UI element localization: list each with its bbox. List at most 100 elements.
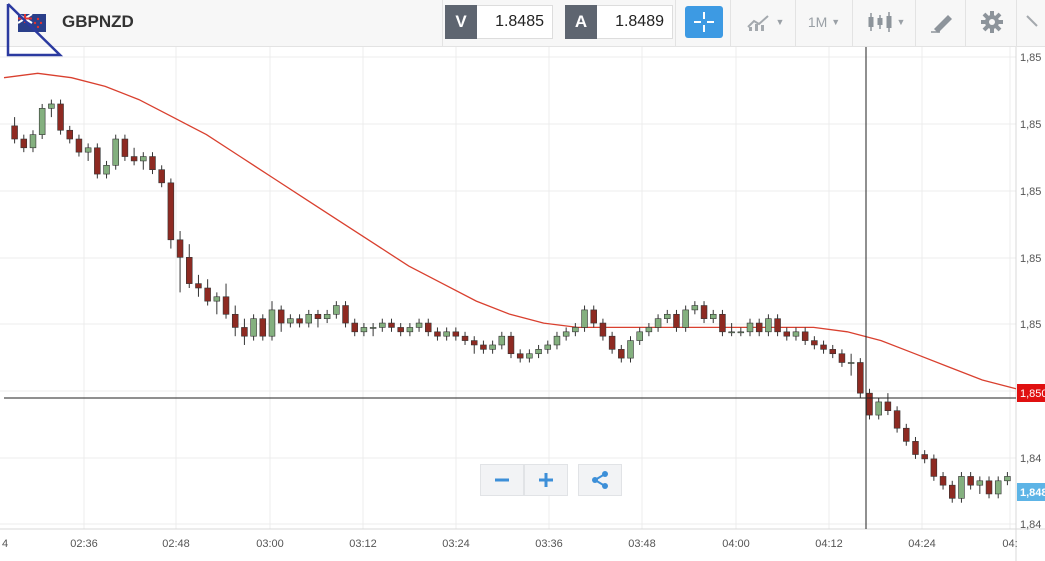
candle-bearish [186,257,193,284]
candle-bullish [664,313,671,319]
candle-bearish [314,313,322,319]
price-chart[interactable]: 1,85 1,85 1,85 1,85 1,85 1,84 1,84 1,850 1,848 4 0… [0,47,1045,561]
candle-bearish [599,322,607,337]
sell-price: 1.8485 [477,5,553,39]
candle-bearish [195,283,202,289]
chevron-down-icon: ▼ [775,17,785,27]
candle-bullish [627,340,634,359]
indicators-icon [746,15,769,31]
zoom-out-icon [495,478,509,482]
zoom-in-button[interactable] [524,464,568,496]
y-tick-label: 1,85 [1020,52,1041,64]
candle-bearish [204,287,211,302]
drawing-pen-icon [931,15,952,33]
candle-bearish [884,401,892,411]
candle-bullish [994,480,1002,495]
candle-bullish [287,318,294,324]
candle-bullish [572,327,579,333]
x-tick-label: 4 [2,538,8,550]
candle-bearish [507,335,515,355]
chart-type-button[interactable]: ▼ [862,6,910,38]
candle-bearish [857,362,864,394]
candle-bullish [305,313,313,324]
candle-bullish [415,322,423,328]
candle-bullish [84,147,92,153]
candle-bullish [268,309,276,337]
candle-bullish [333,305,340,315]
y-tick-label: 1,84 [1020,453,1041,465]
candle-bullish [1004,476,1011,482]
candle-bearish [673,313,680,328]
candle-bullish [728,331,735,334]
candle-bearish [452,331,460,337]
candle-bearish [121,138,129,157]
timeframe-select[interactable]: 1M ▼ [802,6,846,38]
y-tick-label: 1,85 [1020,119,1041,131]
settings-button[interactable] [975,6,1009,38]
share-icon [592,471,608,489]
crosshair-button[interactable] [685,6,723,38]
x-tick-label: 03:24 [442,538,470,550]
crosshair-price-badge [1017,384,1045,402]
candle-bullish [38,108,46,135]
chevron-down-icon: ▼ [831,17,841,27]
collapse-button[interactable] [1022,6,1044,38]
x-tick-label: 04:24 [908,538,936,550]
candle-bearish [608,335,616,350]
candle-bearish [912,441,919,455]
y-tick-label: 1,85 [1020,319,1041,331]
candle-bullish [103,165,110,175]
candle-bullish [682,309,689,328]
candle-bearish [949,484,956,499]
candle-bullish [636,331,643,341]
candle-bullish [535,349,542,355]
current-price-badge [1017,483,1045,501]
candle-bullish [323,313,331,319]
candle-bearish [618,349,625,359]
candle-bearish [20,138,28,149]
candle-bullish [48,103,55,109]
candle-bullish [498,335,506,346]
buy-price-box[interactable]: A 1.8489 [565,5,673,39]
candle-bullish [709,313,717,319]
candle-bearish [480,344,487,350]
candle-bullish [958,476,965,499]
candle-bearish [277,309,285,324]
candle-bearish [930,458,938,477]
candle-bullish [489,344,496,350]
share-button[interactable] [578,464,622,496]
candle-bearish [342,305,349,324]
x-tick-label: 04:00 [722,538,750,550]
candle-bearish [176,239,184,258]
indicators-button[interactable]: ▼ [740,6,790,38]
candle-bullish [691,305,699,311]
candle-bearish [94,147,101,175]
candle-bearish [11,125,18,140]
collapse-arrow-icon [1026,15,1038,27]
candle-bearish [719,313,726,333]
candle-bearish [921,454,928,460]
candle-bullish [140,156,147,162]
zoom-out-button[interactable] [480,464,524,496]
candle-bearish [259,318,267,337]
chart-toolbar: GBPNZD V 1.8485 A 1.8489 ▼ 1M ▼ [0,0,1045,47]
drawing-tools-button[interactable] [925,6,959,38]
crosshair-price-label: 1,850 [1020,388,1045,400]
candle-bullish [765,318,772,333]
candle-bullish [976,480,984,486]
candle-bullish [544,344,552,350]
candle-bullish [526,353,533,359]
candle-bullish [737,331,745,334]
y-tick-label: 1,85 [1020,253,1041,265]
timeframe-label: 1M [807,14,828,30]
candle-bullish [654,318,662,328]
candle-bearish [296,318,303,324]
candle-bullish [847,362,855,364]
candle-bullish [250,318,257,337]
sell-price-box[interactable]: V 1.8485 [445,5,553,39]
y-tick-label: 1,84 [1020,519,1041,531]
candle-bearish [783,331,791,337]
candle-bullish [443,331,450,337]
candle-bearish [222,296,230,315]
candle-bearish [241,327,248,337]
